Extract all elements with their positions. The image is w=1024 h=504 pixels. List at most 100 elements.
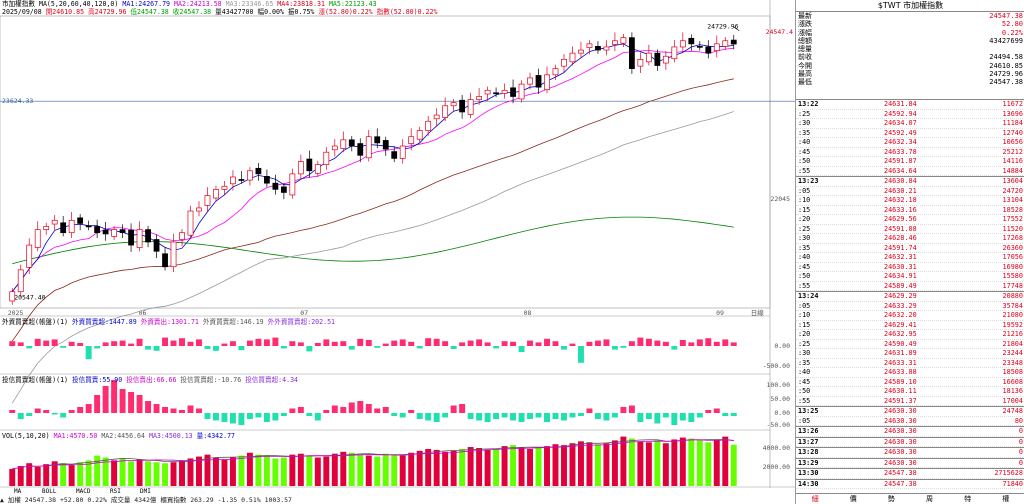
panel-tab[interactable]: 價 bbox=[849, 495, 857, 503]
tick-row[interactable]: 13:22 24631.84 11672 bbox=[796, 99, 1024, 110]
tick-row[interactable]: 13:28 24630.30 0 bbox=[796, 447, 1024, 458]
bar-low: 低24547.38 bbox=[130, 8, 169, 16]
panel-tab[interactable]: 勢 bbox=[887, 495, 895, 503]
tick-row[interactable]: 13:25 24630.30 24748 bbox=[796, 406, 1024, 417]
trust-bar bbox=[442, 413, 449, 418]
volume-indicator-header: VOL(5,10,20) MA1:4570.50 MA2:4456.64 MA3:45… bbox=[2, 432, 239, 440]
tick-row[interactable]: :40 24632.31 17056 bbox=[796, 253, 1024, 263]
tick-row[interactable]: :05 24630.21 24720 bbox=[796, 187, 1024, 196]
tick-time: :45 bbox=[798, 262, 811, 271]
tick-list[interactable]: 13:22 24631.84 11672:25 24592.94 13696:30 246… bbox=[796, 99, 1024, 489]
volume-bar bbox=[145, 461, 152, 486]
tick-row[interactable]: :50 24630.11 18136 bbox=[796, 387, 1024, 397]
tick-volume: 11184 bbox=[1002, 119, 1023, 127]
ma4-line bbox=[11, 111, 734, 404]
tab-dmi[interactable]: DMI bbox=[140, 488, 151, 495]
tick-volume: 24748 bbox=[1002, 407, 1023, 415]
tick-row[interactable]: :15 24633.16 18528 bbox=[796, 205, 1024, 215]
tick-row[interactable]: 14:30 24547.38 71840 bbox=[796, 478, 1024, 489]
tick-row[interactable]: :55 24591.37 17004 bbox=[796, 397, 1024, 406]
tick-row[interactable]: 13:29 24630.30 0 bbox=[796, 457, 1024, 468]
tab-boll[interactable]: BOLL bbox=[42, 488, 57, 495]
tick-row[interactable]: 13:26 24630.30 0 bbox=[796, 426, 1024, 437]
candle-body bbox=[484, 89, 491, 95]
foreign-bar bbox=[544, 338, 550, 346]
quote-row: 最低 24547.38 bbox=[796, 78, 1024, 86]
candle-body bbox=[391, 151, 398, 159]
foreign-bar bbox=[77, 343, 84, 346]
tick-row[interactable]: :30 24628.46 17268 bbox=[796, 234, 1024, 244]
high-marker-label: 24729.96 bbox=[707, 23, 738, 31]
tick-volume: 12740 bbox=[1002, 128, 1023, 137]
panel-tab[interactable]: 權 bbox=[1002, 495, 1010, 503]
volume-bar bbox=[459, 448, 466, 486]
tick-row[interactable]: :30 24631.89 23244 bbox=[796, 349, 1024, 359]
trust-bar bbox=[77, 407, 84, 413]
tick-row[interactable]: :30 24634.07 11184 bbox=[796, 119, 1024, 129]
tick-row[interactable]: :40 24633.88 18508 bbox=[796, 368, 1024, 378]
panel-tab[interactable]: 特 bbox=[964, 495, 972, 503]
tick-price: 24630.30 bbox=[884, 458, 917, 467]
tick-row[interactable]: :45 24633.78 25212 bbox=[796, 148, 1024, 157]
tick-row[interactable]: :35 24592.49 12740 bbox=[796, 128, 1024, 138]
status-ticker-line: ▲ 加權 24547.38 +52.80 0.22% 成交量 4342億 櫃買指… bbox=[0, 496, 292, 504]
tick-row[interactable]: 13:27 24630.30 0 bbox=[796, 436, 1024, 447]
tick-row[interactable]: :25 24591.08 11520 bbox=[796, 225, 1024, 234]
tick-row[interactable]: :05 24633.29 35784 bbox=[796, 302, 1024, 311]
candle-body bbox=[476, 96, 483, 100]
volume-bar bbox=[730, 444, 737, 486]
candle-body bbox=[323, 151, 330, 165]
tick-volume: 14884 bbox=[1002, 166, 1023, 175]
tick-row[interactable]: 13:30 24547.38 2715628 bbox=[796, 468, 1024, 479]
candle-body bbox=[297, 161, 304, 175]
foreign-sell: 外資買賣超:146.19 bbox=[202, 318, 264, 326]
trust-indicator-header: 投信買賣超(帳盤)(1) 投信買賣:55.90 投信賣出:66.66 投信買賣超:-1… bbox=[2, 376, 302, 384]
tick-row[interactable]: :20 24629.56 17552 bbox=[796, 215, 1024, 225]
tick-volume: 71840 bbox=[1002, 479, 1023, 488]
tick-row[interactable]: :35 24591.74 26360 bbox=[796, 244, 1024, 253]
panel-tab[interactable]: 周 bbox=[926, 495, 934, 503]
tick-row[interactable]: :45 24630.31 16980 bbox=[796, 262, 1024, 272]
month-label: 日線 bbox=[751, 308, 765, 317]
trust-bar bbox=[654, 413, 661, 424]
trust-axis-label: -50.00 bbox=[767, 421, 791, 429]
candle-body bbox=[119, 229, 126, 234]
tick-row[interactable]: :35 24633.31 23348 bbox=[796, 359, 1024, 368]
tick-row[interactable]: :55 24634.64 14884 bbox=[796, 166, 1024, 176]
bar-index: 指數(52.80)0.22% bbox=[376, 8, 438, 16]
quote-row: 總額 43427699 bbox=[796, 37, 1024, 45]
chart-canvas[interactable]: 23624.33 22045 24547.4 2025 06 07 08 09 日線 24729.… bbox=[0, 0, 795, 504]
panel-tab[interactable]: 細 bbox=[811, 495, 819, 503]
tick-row[interactable]: :25 24590.49 21804 bbox=[796, 340, 1024, 349]
high-marker-arrow bbox=[733, 26, 740, 31]
tick-row[interactable]: 13:23 24630.84 13604 bbox=[796, 176, 1024, 187]
foreign-bar bbox=[68, 341, 75, 346]
tick-row[interactable]: :25 24592.94 13696 bbox=[796, 110, 1024, 119]
foreign-bar bbox=[569, 343, 576, 346]
tick-row[interactable]: :10 24632.18 13104 bbox=[796, 196, 1024, 206]
tick-row[interactable]: :15 24629.41 19592 bbox=[796, 321, 1024, 330]
tick-price: 24632.20 bbox=[884, 311, 917, 319]
candle-body bbox=[111, 229, 118, 237]
tick-row[interactable]: 13:24 24629.29 20880 bbox=[796, 291, 1024, 302]
tick-row[interactable]: :20 24632.95 21216 bbox=[796, 330, 1024, 340]
trust-bar bbox=[425, 413, 432, 421]
tab-ma[interactable]: MA bbox=[14, 488, 22, 495]
trust-bar bbox=[60, 413, 67, 418]
tick-row[interactable]: :45 24589.10 16608 bbox=[796, 378, 1024, 387]
tick-price: 24630.30 bbox=[884, 448, 917, 456]
tick-time: :15 bbox=[798, 205, 811, 214]
candle-body bbox=[340, 139, 347, 149]
tab-macd[interactable]: MACD bbox=[76, 488, 91, 495]
tick-row[interactable]: :10 24632.20 21080 bbox=[796, 311, 1024, 321]
tick-row[interactable]: :50 24591.87 14116 bbox=[796, 157, 1024, 167]
tab-rsi[interactable]: RSI bbox=[110, 488, 121, 495]
tick-row[interactable]: :05 24630.30 80 bbox=[796, 417, 1024, 426]
trust-bar bbox=[552, 413, 559, 419]
trust-axis-label: 50.00 bbox=[770, 395, 790, 403]
trust-bar bbox=[484, 413, 491, 422]
tick-row[interactable]: :50 24634.91 15580 bbox=[796, 272, 1024, 282]
tick-row[interactable]: :40 24632.34 10656 bbox=[796, 138, 1024, 148]
chart-area[interactable]: 23624.33 22045 24547.4 2025 06 07 08 09 日線 24729.… bbox=[0, 0, 795, 504]
tick-row[interactable]: :55 24589.49 17748 bbox=[796, 282, 1024, 291]
